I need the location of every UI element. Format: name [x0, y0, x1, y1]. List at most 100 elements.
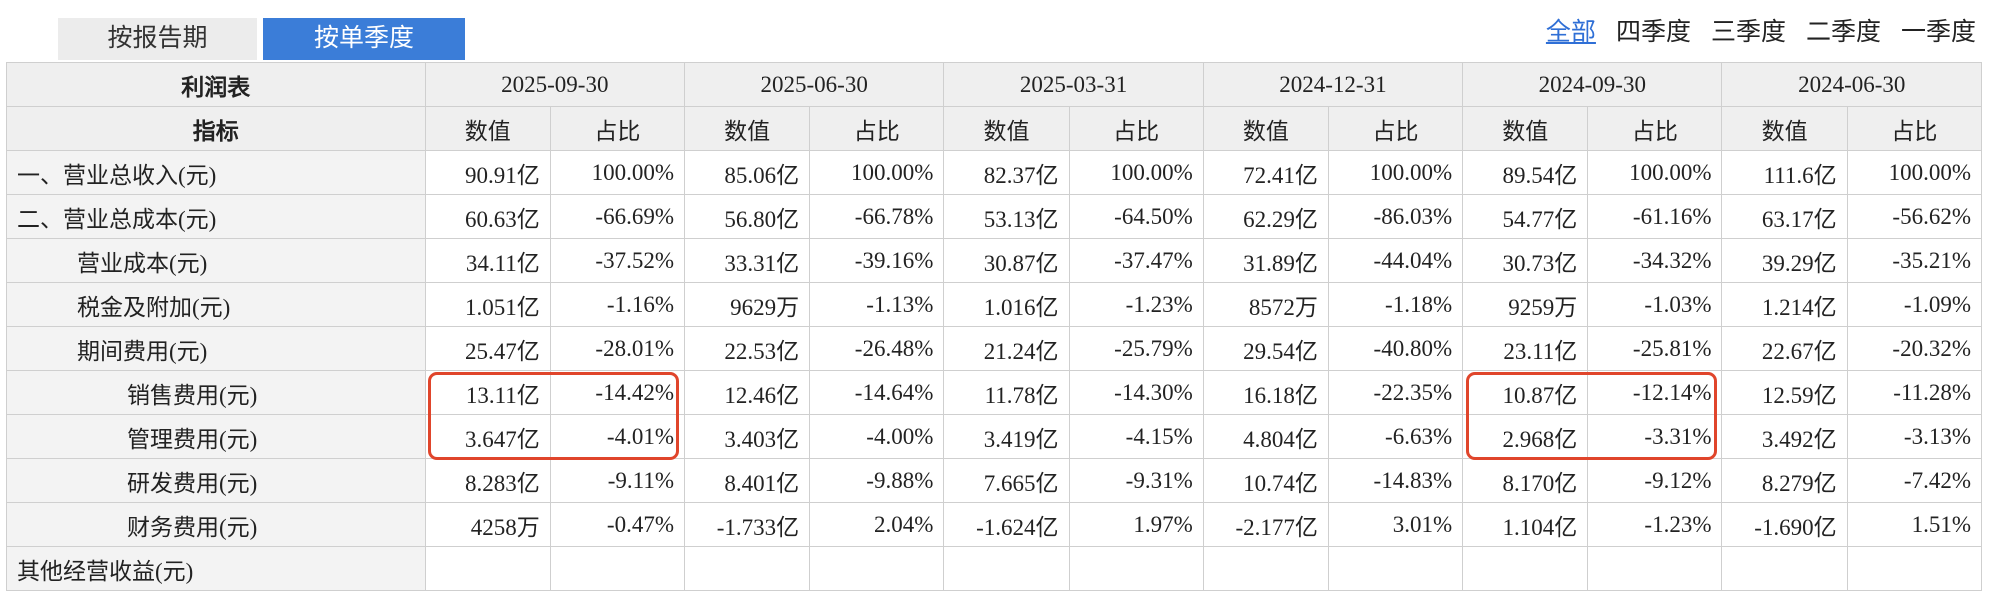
- row-label: 二、营业总成本(元): [6, 194, 426, 239]
- share-cell: -12.14%: [1587, 370, 1723, 415]
- share-cell: -64.50%: [1068, 194, 1204, 239]
- period-header: 2025-09-30: [424, 62, 685, 107]
- value-cell: 3.492亿: [1721, 414, 1848, 459]
- filter-link[interactable]: 一季度: [1900, 19, 1976, 46]
- value-cell: [943, 546, 1070, 591]
- value-cell: [1202, 546, 1329, 591]
- period-header: 2024-12-31: [1202, 62, 1464, 107]
- data-row: 财务费用(元) 4258万 -0.47% -1.733亿 2.04% -1.624亿 1.9…: [6, 502, 1983, 547]
- value-header: 数值: [1202, 106, 1329, 151]
- value-cell: 11.78亿: [943, 370, 1070, 415]
- value-cell: 25.47亿: [424, 326, 551, 371]
- value-cell: -1.624亿: [943, 502, 1070, 547]
- value-cell: 72.41亿: [1202, 150, 1329, 195]
- share-cell: [1327, 546, 1464, 591]
- share-header: 占比: [1327, 106, 1464, 151]
- share-cell: -1.13%: [809, 282, 945, 327]
- data-row: 销售费用(元) 13.11亿 -14.42% 12.46亿 -14.64% 11.78亿 -…: [6, 370, 1983, 415]
- value-cell: 9629万: [683, 282, 811, 327]
- share-cell: -1.03%: [1587, 282, 1723, 327]
- tab-active[interactable]: 按单季度: [263, 18, 465, 60]
- value-cell: 34.11亿: [424, 238, 551, 283]
- value-cell: 85.06亿: [683, 150, 811, 195]
- row-label: 其他经营收益(元): [6, 546, 426, 591]
- share-cell: 3.01%: [1327, 502, 1464, 547]
- share-cell: -86.03%: [1327, 194, 1464, 239]
- share-cell: -0.47%: [549, 502, 685, 547]
- share-cell: -7.42%: [1846, 458, 1983, 503]
- share-cell: -37.47%: [1068, 238, 1204, 283]
- page: 按报告期 按单季度 全部 四季度 三季度 二季度 一季度 利润表 2025-09-30 20…: [6, 12, 1983, 591]
- data-row: 二、营业总成本(元) 60.63亿 -66.69% 56.80亿 -66.78% 53.1…: [6, 194, 1983, 239]
- share-header: 占比: [809, 106, 945, 151]
- share-cell: 100.00%: [1327, 150, 1464, 195]
- income-table: 利润表 2025-09-30 2025-06-30 2025-03-31 2024-12…: [6, 62, 1983, 591]
- value-cell: 56.80亿: [683, 194, 811, 239]
- value-cell: 82.37亿: [943, 150, 1070, 195]
- header-row: 利润表 2025-09-30 2025-06-30 2025-03-31 2024-12…: [6, 62, 1982, 107]
- share-cell: -3.13%: [1846, 414, 1983, 459]
- row-label: 一、营业总收入(元): [6, 150, 426, 195]
- share-cell: -6.63%: [1327, 414, 1464, 459]
- value-cell: 30.87亿: [943, 238, 1070, 283]
- share-cell: 100.00%: [1587, 150, 1723, 195]
- filter-link[interactable]: 三季度: [1710, 19, 1786, 46]
- share-cell: -14.30%: [1068, 370, 1204, 415]
- value-cell: 16.18亿: [1202, 370, 1329, 415]
- share-cell: -22.35%: [1327, 370, 1464, 415]
- filter-link[interactable]: 全部: [1545, 19, 1596, 46]
- tab[interactable]: 按报告期: [58, 18, 257, 60]
- row-label: 期间费用(元): [6, 326, 426, 371]
- value-cell: 31.89亿: [1202, 238, 1329, 283]
- share-cell: -66.69%: [549, 194, 685, 239]
- row-label: 财务费用(元): [6, 502, 426, 547]
- share-cell: [1846, 546, 1983, 591]
- share-cell: -9.31%: [1068, 458, 1204, 503]
- value-cell: 89.54亿: [1462, 150, 1589, 195]
- data-row: 研发费用(元) 8.283亿 -9.11% 8.401亿 -9.88% 7.665亿 -9.…: [6, 458, 1983, 503]
- filter-link[interactable]: 四季度: [1615, 19, 1691, 46]
- row-label: 营业成本(元): [6, 238, 426, 283]
- share-cell: -4.15%: [1068, 414, 1204, 459]
- value-cell: 7.665亿: [943, 458, 1070, 503]
- share-cell: 2.04%: [809, 502, 945, 547]
- value-cell: 8.279亿: [1721, 458, 1848, 503]
- period-header: 2024-09-30: [1462, 62, 1723, 107]
- share-cell: -1.23%: [1068, 282, 1204, 327]
- value-cell: 29.54亿: [1202, 326, 1329, 371]
- share-cell: -11.28%: [1846, 370, 1983, 415]
- share-cell: -14.83%: [1327, 458, 1464, 503]
- value-cell: 4258万: [424, 502, 551, 547]
- period-header: 2025-03-31: [943, 62, 1204, 107]
- value-cell: 9259万: [1462, 282, 1589, 327]
- share-cell: [809, 546, 945, 591]
- share-cell: [1068, 546, 1204, 591]
- data-row: 管理费用(元) 3.647亿 -4.01% 3.403亿 -4.00% 3.419亿 -4.…: [6, 414, 1983, 459]
- share-cell: -1.23%: [1587, 502, 1723, 547]
- value-cell: 8.401亿: [683, 458, 811, 503]
- data-row: 其他经营收益(元): [6, 546, 1983, 591]
- filter-link[interactable]: 二季度: [1805, 19, 1881, 46]
- value-cell: 12.59亿: [1721, 370, 1848, 415]
- share-cell: 100.00%: [549, 150, 685, 195]
- value-cell: -2.177亿: [1202, 502, 1329, 547]
- share-header: 占比: [549, 106, 685, 151]
- value-cell: 53.13亿: [943, 194, 1070, 239]
- value-cell: 60.63亿: [424, 194, 551, 239]
- value-cell: 111.6亿: [1721, 150, 1848, 195]
- value-cell: 21.24亿: [943, 326, 1070, 371]
- share-cell: -4.00%: [809, 414, 945, 459]
- share-cell: [549, 546, 685, 591]
- row-label: 研发费用(元): [6, 458, 426, 503]
- share-cell: 100.00%: [809, 150, 945, 195]
- share-cell: [1587, 546, 1723, 591]
- period-header: 2024-06-30: [1721, 62, 1982, 107]
- table-title: 利润表: [6, 62, 426, 107]
- share-cell: -26.48%: [809, 326, 945, 371]
- value-cell: [683, 546, 811, 591]
- filter-bar: 全部 四季度 三季度 二季度 一季度: [1546, 12, 1976, 48]
- share-cell: -35.21%: [1846, 238, 1983, 283]
- value-cell: 22.67亿: [1721, 326, 1848, 371]
- share-cell: 100.00%: [1846, 150, 1983, 195]
- value-cell: 12.46亿: [683, 370, 811, 415]
